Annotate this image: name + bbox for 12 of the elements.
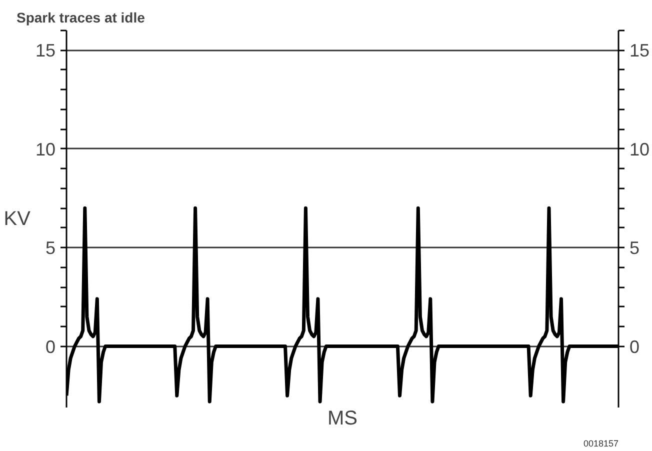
y-tick-label: 0 — [45, 336, 56, 357]
y2-tick-label: 10 — [630, 139, 650, 160]
y-tick-label: 10 — [35, 139, 56, 160]
y2-tick-label: 0 — [630, 336, 640, 357]
x-axis-title: MS — [328, 408, 358, 430]
text: 0018157 — [583, 438, 619, 448]
y-tick-label: 15 — [35, 40, 56, 61]
y-axis-title: KV — [4, 208, 32, 230]
y2-tick-label: 5 — [630, 238, 640, 258]
y-tick-label: 5 — [45, 238, 56, 258]
chart-title: Spark traces at idle — [16, 10, 146, 26]
y2-tick-label: 15 — [630, 40, 650, 61]
